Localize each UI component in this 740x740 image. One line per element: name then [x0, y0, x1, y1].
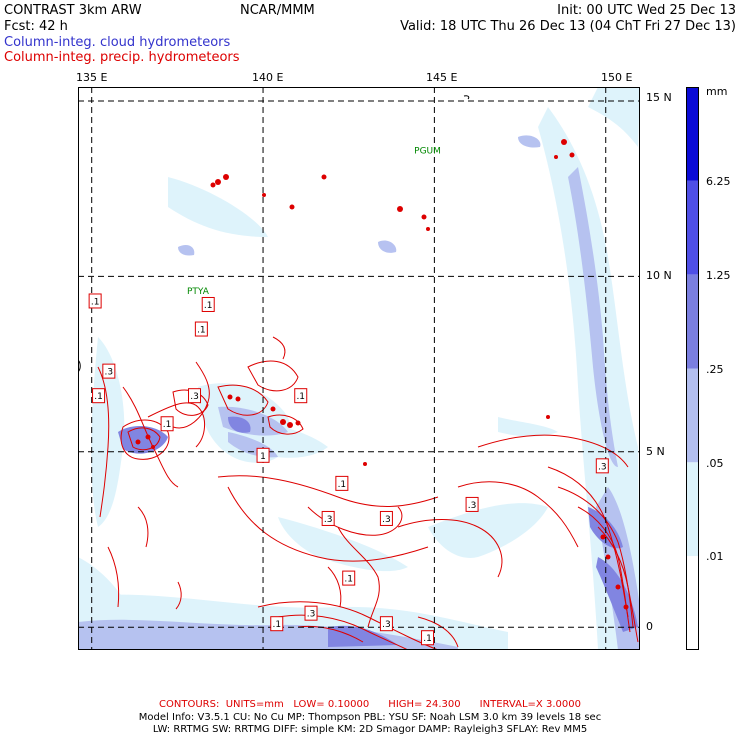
model-info-line2: LW: RRTMG SW: RRTMG DIFF: simple KM: 2D … [152, 724, 588, 735]
contour-label: .1 [194, 321, 208, 337]
svg-text:.1: .1 [204, 301, 213, 311]
contour-value-labels: .1 .1 .1 .3 .1 .3 .1 .1 .3 1 .1 .3 .3 .3 .1 .3 .1 .3 .1 [88, 293, 609, 646]
contour-label: .3 [465, 496, 479, 512]
colorbar-bin [686, 180, 699, 275]
colorbar-label-6-25: 6.25 [706, 175, 731, 188]
contour-label: .1 [335, 475, 349, 491]
svg-text:1: 1 [260, 452, 266, 462]
init-time: Init: 00 UTC Wed 25 Dec 13 [557, 3, 736, 18]
svg-text:.1: .1 [344, 575, 353, 585]
svg-text:.3: .3 [598, 462, 607, 472]
colorbar-bin [686, 368, 699, 463]
svg-text:.1: .1 [296, 392, 305, 402]
contour-label: .1 [201, 296, 215, 312]
lon-label-140: 140 E [252, 71, 284, 84]
svg-text:.1: .1 [423, 634, 432, 644]
contour-label: .3 [102, 363, 116, 379]
colorbar-bin [686, 274, 699, 369]
lat-label-10n: 10 N [646, 269, 672, 282]
svg-text:.1: .1 [338, 480, 347, 490]
lon-label-135: 135 E [76, 71, 108, 84]
contours-units: UNITS=mm [225, 699, 284, 710]
lat-label-5n: 5 N [646, 445, 665, 458]
svg-text:.1: .1 [272, 620, 281, 630]
precip-contours [97, 336, 639, 650]
valid-time: Valid: 18 UTC Thu 26 Dec 13 (04 ChT Fri … [400, 19, 736, 34]
contour-label: .1 [92, 388, 106, 404]
lat-label-15n: 15 N [646, 91, 672, 104]
svg-text:.3: .3 [468, 501, 477, 511]
institution: NCAR/MMM [240, 3, 315, 18]
svg-text:.1: .1 [94, 392, 103, 402]
contour-info: CONTOURS: UNITS=mm LOW= 0.10000 HIGH= 24… [0, 699, 740, 710]
colorbar-units: mm [706, 85, 728, 98]
lat-lon-grid [78, 87, 640, 650]
colorbar-label-0-25: .25 [706, 363, 724, 376]
contour-label: .3 [304, 605, 318, 621]
contour-label: .3 [595, 458, 609, 474]
svg-text:.1: .1 [91, 297, 100, 307]
svg-text:.1: .1 [197, 326, 206, 336]
precip-cores [135, 139, 629, 610]
lon-label-145: 145 E [426, 71, 458, 84]
colorbar-bin [686, 87, 699, 181]
colorbar [686, 87, 699, 650]
svg-text:.3: .3 [382, 620, 391, 630]
lat-label-0: 0 [646, 620, 653, 633]
colorbar-frame [686, 87, 699, 650]
contour-label: .1 [88, 293, 102, 309]
svg-text:.3: .3 [382, 515, 391, 525]
shaded-field-label: Column-integ. cloud hydrometeors [4, 35, 231, 50]
forecast-map: PGUM PTYA .1 .1 .1 .3 .1 .3 .1 .1 .3 1 .1 .3 .3 .3 .1 .3… [78, 87, 640, 650]
model-name: CONTRAST 3km ARW [4, 3, 142, 18]
contour-label: .3 [379, 510, 393, 526]
svg-text:.3: .3 [105, 368, 114, 378]
contour-label: .1 [270, 616, 284, 632]
contour-label: .1 [160, 416, 174, 432]
contour-label: .1 [342, 570, 356, 586]
svg-text:.3: .3 [307, 610, 316, 620]
forecast-hour: Fcst: 42 h [4, 19, 68, 34]
lon-label-150: 150 E [601, 71, 633, 84]
svg-text:.1: .1 [163, 420, 172, 430]
contour-label: .1 [294, 388, 308, 404]
contour-label: .3 [188, 388, 202, 404]
contour-label: .1 [421, 630, 435, 646]
map-frame [78, 87, 640, 650]
colorbar-bin [686, 462, 699, 557]
svg-text:.3: .3 [324, 515, 333, 525]
colorbar-label-1-25: 1.25 [706, 269, 731, 282]
svg-text:.3: .3 [190, 392, 199, 402]
contour-field-label: Column-integ. precip. hydrometeors [4, 50, 240, 65]
model-info-line1: Model Info: V3.5.1 CU: No Cu MP: Thompso… [138, 712, 602, 723]
contours-low: LOW= 0.10000 [293, 699, 370, 710]
station-ptya: PTYA [187, 287, 210, 297]
contours-label: CONTOURS: [159, 699, 220, 710]
contour-label: 1 [256, 447, 270, 463]
station-pgum: PGUM [414, 147, 441, 157]
colorbar-label-0-05: .05 [706, 457, 724, 470]
colorbar-bin [686, 556, 699, 650]
contour-label: .3 [321, 510, 335, 526]
contour-label: .3 [379, 616, 393, 632]
contours-interval: INTERVAL=X 3.0000 [479, 699, 581, 710]
station-labels: PGUM PTYA [187, 147, 441, 297]
contours-high: HIGH= 24.300 [388, 699, 461, 710]
colorbar-label-0-01: .01 [706, 550, 724, 563]
